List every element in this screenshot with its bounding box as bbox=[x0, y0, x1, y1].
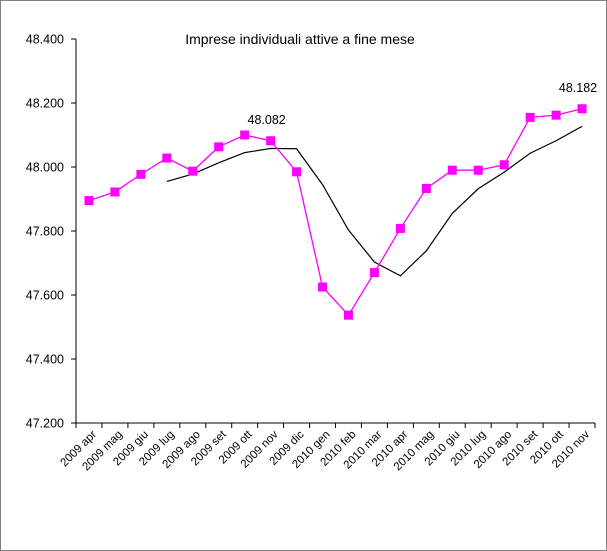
data-point bbox=[473, 165, 483, 175]
series-0 bbox=[84, 104, 587, 320]
data-point bbox=[292, 167, 302, 177]
series-layer bbox=[84, 104, 587, 320]
data-point bbox=[447, 165, 457, 175]
series-1 bbox=[166, 125, 583, 277]
series-1-line bbox=[166, 125, 583, 277]
y-tick-label: 47.600 bbox=[26, 289, 64, 303]
data-point bbox=[499, 160, 509, 170]
data-point bbox=[551, 110, 561, 120]
data-point bbox=[162, 153, 172, 163]
data-label: 48.182 bbox=[559, 81, 597, 95]
data-point bbox=[266, 136, 276, 146]
y-tick-label: 47.800 bbox=[26, 225, 64, 239]
y-tick-label: 48.400 bbox=[26, 33, 64, 47]
data-point bbox=[188, 166, 198, 176]
series-0-line bbox=[88, 108, 583, 317]
data-point bbox=[240, 130, 250, 140]
y-tick-label: 47.400 bbox=[26, 353, 64, 367]
chart-title: Imprese individuali attive a fine mese bbox=[185, 31, 415, 47]
data-point bbox=[421, 183, 431, 193]
data-point bbox=[395, 223, 405, 233]
data-point bbox=[525, 112, 535, 122]
data-point bbox=[136, 169, 146, 179]
data-point bbox=[84, 196, 94, 206]
data-label: 48.082 bbox=[248, 113, 286, 127]
data-point bbox=[369, 268, 379, 278]
data-point bbox=[318, 282, 328, 292]
data-point bbox=[110, 187, 120, 197]
annotations: 48.082 48.182 bbox=[248, 81, 598, 127]
data-point bbox=[577, 104, 587, 114]
y-tick-labels: 47.200 47.400 47.600 47.800 48.000 48.200 48.4… bbox=[26, 33, 64, 431]
axes bbox=[71, 38, 596, 428]
y-tick-label: 48.200 bbox=[26, 97, 64, 111]
data-point bbox=[214, 142, 224, 152]
y-tick-label: 47.200 bbox=[26, 417, 64, 431]
y-tick-label: 48.000 bbox=[26, 161, 64, 175]
data-point bbox=[343, 310, 353, 320]
